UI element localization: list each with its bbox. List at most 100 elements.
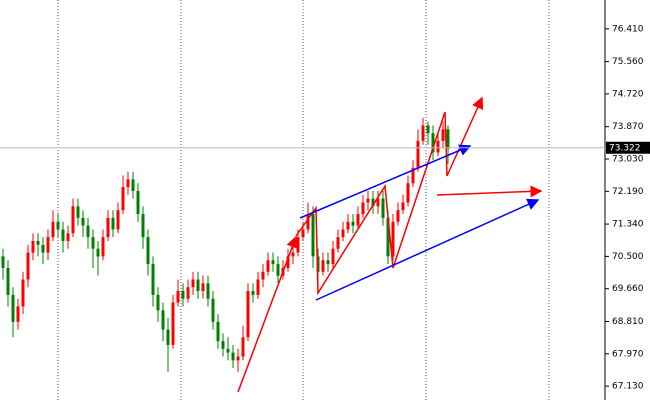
candle-body [441, 129, 445, 141]
candle-body [61, 229, 65, 242]
y-tick-label: 72.190 [612, 187, 644, 197]
candle-body [406, 183, 410, 203]
candle-body [336, 237, 340, 249]
y-tick-label: 73.870 [612, 122, 644, 132]
candle-body [171, 302, 175, 345]
candle-body [71, 206, 75, 234]
candle-body [371, 198, 375, 207]
candle-body [241, 337, 245, 357]
candle-body [226, 348, 230, 353]
y-tick-label: 68.810 [612, 317, 644, 327]
candle-body [186, 287, 190, 299]
candle-body [26, 252, 30, 280]
candle-body [291, 252, 295, 257]
candle-body [101, 237, 105, 257]
candle-body [56, 221, 60, 230]
candle-body [11, 294, 15, 322]
candle-body [136, 190, 140, 215]
candle-body [321, 260, 325, 272]
candle-body [86, 225, 90, 238]
candle-body [391, 221, 395, 257]
candle-body [401, 202, 405, 211]
candle-body [246, 291, 250, 338]
candle-body [181, 291, 185, 299]
annotations [237, 96, 543, 393]
candle-body [176, 291, 180, 303]
candle-body [141, 214, 145, 238]
candle-body [306, 214, 310, 230]
candle-body [381, 198, 385, 218]
y-tick-label: 69.660 [612, 284, 644, 294]
candle-body [356, 214, 360, 226]
blue-channel [315, 198, 540, 301]
candles [1, 117, 450, 372]
red-arrow [237, 235, 298, 393]
candle-body [416, 140, 420, 168]
blue-channel [299, 144, 472, 219]
candle-body [326, 260, 330, 265]
candle-body [311, 214, 315, 257]
y-tick-label: 67.130 [612, 382, 644, 392]
candle-body [301, 229, 305, 238]
candle-body [446, 129, 450, 149]
candle-body [196, 279, 200, 292]
candle-body [1, 256, 5, 268]
candle-body [341, 229, 345, 238]
candle-body [41, 244, 45, 253]
candle-body [376, 198, 380, 207]
y-tick-label: 75.560 [612, 57, 644, 67]
candle-body [251, 291, 255, 295]
candle-body [216, 321, 220, 342]
candle-body [21, 279, 25, 307]
red-zigzag [295, 96, 484, 296]
candle-body [366, 198, 370, 203]
candle-body [121, 187, 125, 211]
candle-body [126, 179, 130, 188]
candle-body [421, 125, 425, 141]
candle-body [106, 217, 110, 238]
y-tick-label: 70.500 [612, 252, 644, 262]
y-tick-label: 76.410 [612, 24, 644, 34]
candle-body [31, 241, 35, 253]
y-tick-label: 73.030 [612, 154, 644, 164]
candle-body [411, 167, 415, 184]
candle-body [161, 310, 165, 330]
candle-body [436, 140, 440, 153]
candle-body [131, 179, 135, 191]
candle-body [231, 352, 235, 361]
candle-body [91, 237, 95, 249]
red-arrow [436, 185, 543, 198]
candle-body [361, 202, 365, 215]
candle-body [46, 237, 50, 253]
candle-body [211, 298, 215, 322]
candle-body [156, 294, 160, 311]
candle-body [256, 279, 260, 295]
candle-body [16, 306, 20, 322]
candle-body [286, 256, 290, 268]
candle-body [116, 210, 120, 230]
candle-body [206, 283, 210, 299]
candle-body [201, 283, 205, 292]
candle-body [51, 221, 55, 238]
candle-body [296, 237, 300, 253]
y-tick-label: 71.340 [612, 220, 644, 230]
candle-body [66, 233, 70, 242]
candle-body [6, 267, 10, 295]
current-price-box [606, 141, 650, 154]
y-tick-label: 67.970 [612, 349, 644, 359]
candle-body [271, 260, 275, 265]
candle-body [166, 329, 170, 345]
candle-body [351, 221, 355, 226]
candle-body [151, 264, 155, 295]
candle-body [76, 206, 80, 218]
candle-body [261, 271, 265, 280]
candle-body [146, 237, 150, 265]
candle-body [331, 248, 335, 265]
candle-body [426, 125, 430, 134]
candle-body [386, 217, 390, 257]
candle-body [236, 356, 240, 361]
candle-body [221, 341, 225, 349]
candle-body [96, 248, 100, 257]
current-price-label: 73.322 [609, 143, 641, 153]
